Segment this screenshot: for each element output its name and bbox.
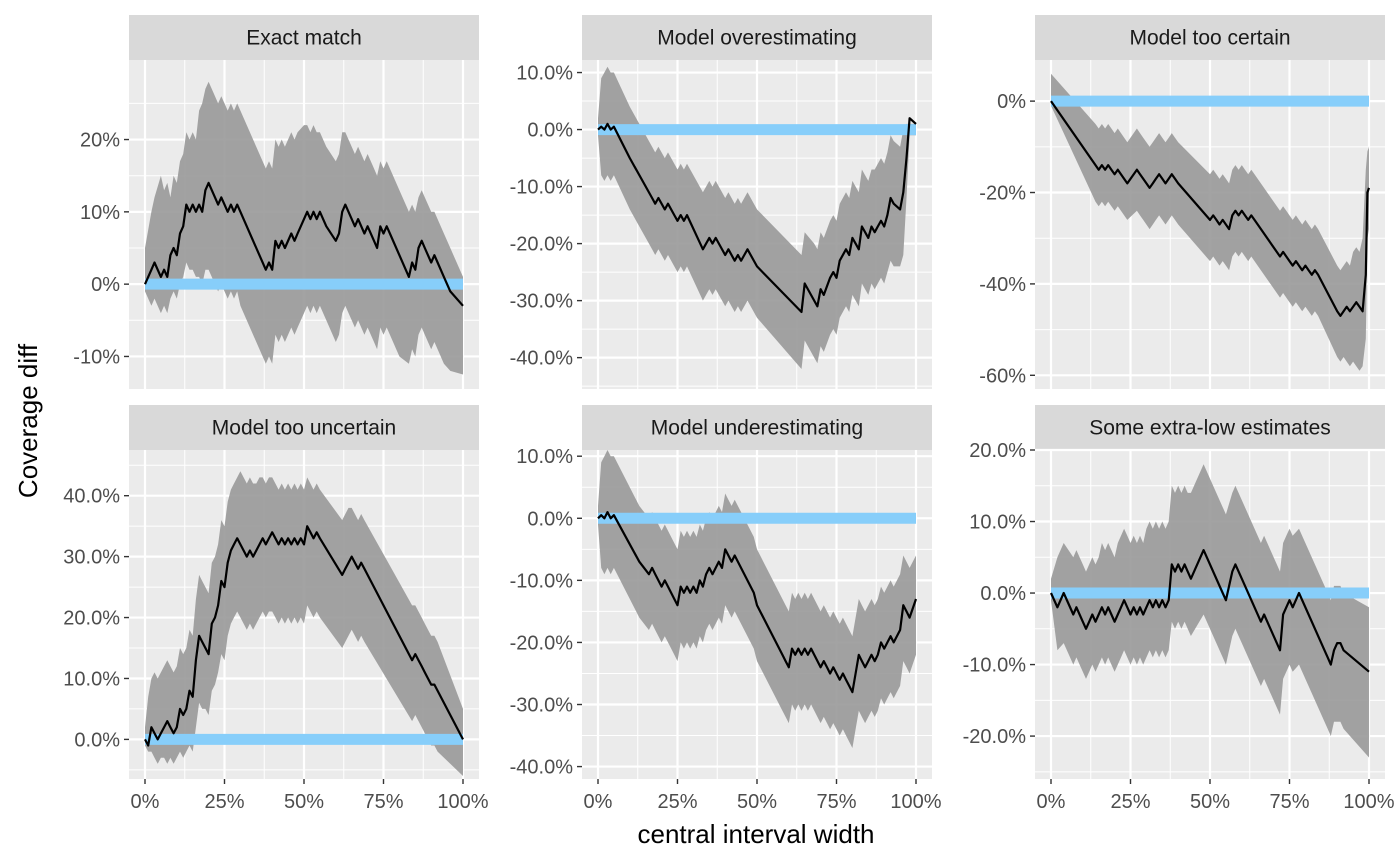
facet-title: Model underestimating bbox=[651, 417, 863, 440]
y-tick-label: -10.0% bbox=[510, 570, 574, 592]
uncertainty-ribbon bbox=[145, 471, 463, 776]
facet-panel: Model too uncertain 0.0% 10.0% 20.0% 30.0% 40… bbox=[63, 405, 489, 813]
facet-panel: Model underestimating -40.0% -30.0% -20.0% -… bbox=[510, 405, 942, 813]
x-tick-label: 25% bbox=[204, 791, 244, 813]
x-tick-label: 50% bbox=[284, 791, 324, 813]
y-tick-label: -30.0% bbox=[510, 695, 574, 717]
x-tick-label: 100% bbox=[890, 791, 941, 813]
facet-title: Model too uncertain bbox=[212, 417, 396, 440]
x-tick-label: 50% bbox=[737, 791, 777, 813]
y-tick-label: 0.0% bbox=[980, 583, 1026, 605]
facet-strip bbox=[582, 15, 932, 60]
uncertainty-ribbon bbox=[1051, 464, 1369, 758]
uncertainty-ribbon bbox=[1051, 73, 1369, 371]
y-tick-label: -20.0% bbox=[510, 234, 574, 256]
coverage-line bbox=[597, 510, 918, 694]
facet-panel: Exact match -10% 0% 10% 20% bbox=[73, 15, 479, 389]
facet-panel: Model overestimating -40.0% -30.0% -20.0% -1… bbox=[510, 15, 932, 389]
facet-strip bbox=[1035, 405, 1385, 450]
chart-panels: Exact match -10% 0% 10% 20% Model overestimat… bbox=[63, 15, 1395, 813]
y-tick-label: -20.0% bbox=[510, 632, 574, 654]
y-tick-label: 20.0% bbox=[969, 440, 1026, 462]
y-tick-label: -40.0% bbox=[510, 757, 574, 779]
coverage-line bbox=[1049, 548, 1370, 673]
y-tick-label: -30.0% bbox=[510, 291, 574, 313]
x-tick-label: 75% bbox=[1269, 791, 1309, 813]
facet-title: Some extra-low estimates bbox=[1089, 417, 1331, 440]
x-tick-label: 25% bbox=[657, 791, 697, 813]
uncertainty-ribbon bbox=[598, 66, 916, 370]
y-tick-label: 10.0% bbox=[516, 63, 573, 85]
y-tick-label: 20% bbox=[80, 130, 120, 152]
y-tick-label: -20.0% bbox=[963, 726, 1027, 748]
coverage-line bbox=[597, 117, 917, 314]
facet-panel: Some extra-low estimates -20.0% -10.0% 0.0%… bbox=[963, 405, 1395, 813]
y-tick-label: 10.0% bbox=[516, 446, 573, 468]
coverage-line bbox=[144, 525, 464, 747]
uncertainty-ribbon bbox=[145, 81, 463, 375]
facet-title: Model overestimating bbox=[657, 27, 857, 50]
x-tick-label: 100% bbox=[1343, 791, 1394, 813]
y-tick-label: 10.0% bbox=[969, 512, 1026, 534]
facet-strip bbox=[1035, 15, 1385, 60]
y-tick-label: 0.0% bbox=[527, 120, 573, 142]
y-tick-label: 0.0% bbox=[74, 729, 120, 751]
y-tick-label: -10% bbox=[73, 346, 120, 368]
y-tick-label: -40% bbox=[979, 274, 1026, 296]
y-tick-label: -20% bbox=[979, 183, 1026, 205]
y-tick-label: 10% bbox=[80, 202, 120, 224]
y-tick-label: -60% bbox=[979, 365, 1026, 387]
y-tick-label: 10.0% bbox=[63, 668, 120, 690]
x-tick-label: 75% bbox=[816, 791, 856, 813]
y-tick-label: 40.0% bbox=[63, 486, 120, 508]
x-tick-label: 75% bbox=[363, 791, 403, 813]
y-tick-label: 30.0% bbox=[63, 547, 120, 569]
y-tick-label: -10.0% bbox=[510, 177, 574, 199]
facet-strip bbox=[582, 405, 932, 450]
x-tick-label: 0% bbox=[584, 791, 613, 813]
x-tick-label: 25% bbox=[1110, 791, 1150, 813]
facet-title: Exact match bbox=[246, 27, 362, 50]
y-tick-label: 0.0% bbox=[527, 508, 573, 530]
facet-strip bbox=[129, 405, 479, 450]
x-tick-label: 100% bbox=[437, 791, 488, 813]
facet-panel: Model too certain -60% -40% -20% 0% bbox=[979, 15, 1385, 389]
facet-strip bbox=[129, 15, 479, 60]
facet-title: Model too certain bbox=[1129, 27, 1290, 50]
y-tick-label: 0% bbox=[91, 274, 120, 296]
y-tick-label: -40.0% bbox=[510, 348, 574, 370]
coverage-line bbox=[1050, 100, 1371, 317]
coverage-line bbox=[143, 181, 464, 307]
x-tick-label: 0% bbox=[1037, 791, 1066, 813]
y-axis-title: Coverage diff bbox=[13, 343, 43, 498]
y-tick-label: -10.0% bbox=[963, 655, 1027, 677]
x-tick-label: 0% bbox=[131, 791, 160, 813]
x-tick-label: 50% bbox=[1190, 791, 1230, 813]
y-tick-label: 20.0% bbox=[63, 608, 120, 630]
x-axis-title: central interval width bbox=[638, 819, 875, 849]
y-tick-label: 0% bbox=[997, 91, 1026, 113]
